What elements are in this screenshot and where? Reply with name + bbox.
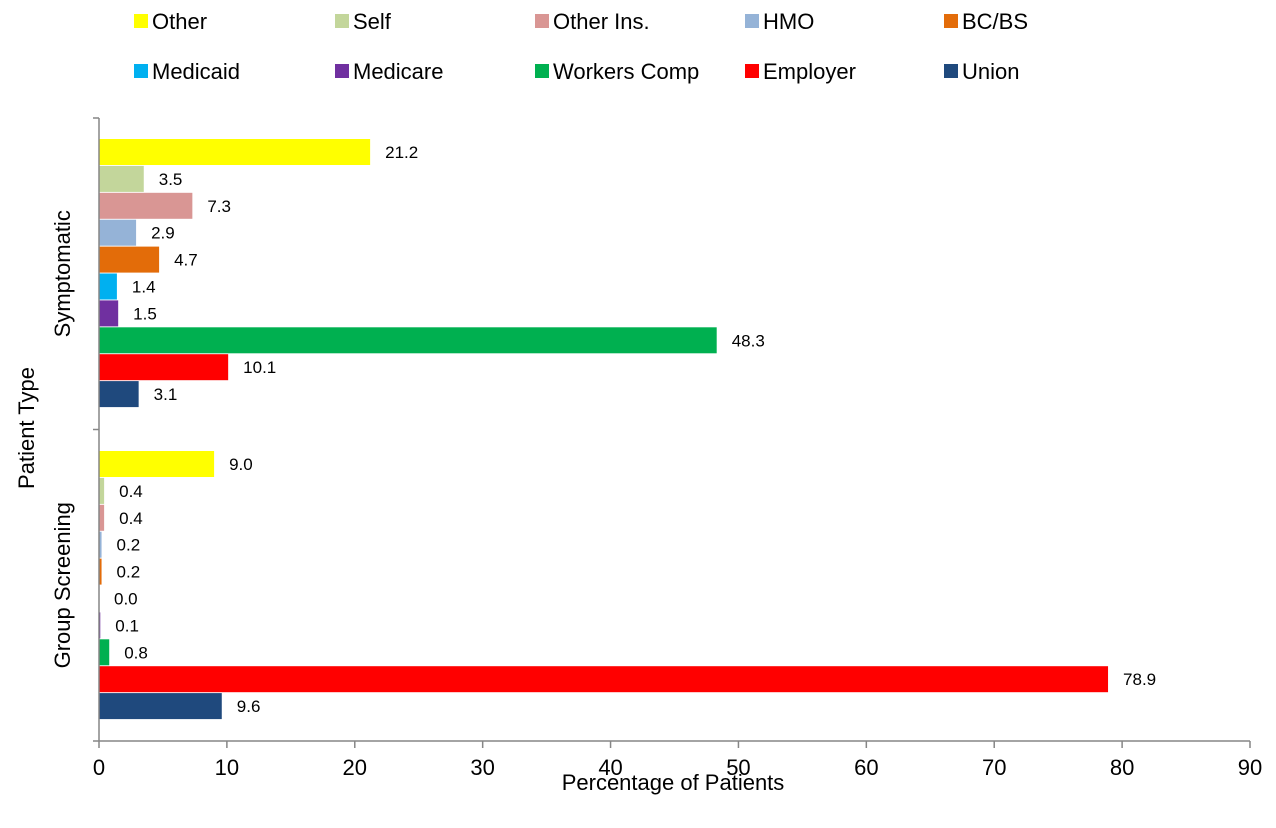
legend-label-bc-bs: BC/BS <box>962 9 1028 34</box>
x-tick-label-80: 80 <box>1110 755 1134 780</box>
legend-item-workers-comp: Workers Comp <box>535 59 699 84</box>
bar-symptomatic-other-ins <box>99 192 193 219</box>
data-label-symptomatic-other: 21.2 <box>385 143 418 162</box>
data-label-symptomatic-medicaid: 1.4 <box>132 278 156 297</box>
data-label-group-screening-self: 0.4 <box>119 482 143 501</box>
x-tick-label-70: 70 <box>982 755 1006 780</box>
bars: 21.2 3.5 7.3 2.9 4.7 1.4 1.5 48.3 10.1 3.1 9.0 0.4 0… <box>99 139 1156 720</box>
data-label-symptomatic-union: 3.1 <box>154 385 178 404</box>
legend-item-other: Other <box>134 9 207 34</box>
legend-label-workers-comp: Workers Comp <box>553 59 699 84</box>
data-label-symptomatic-bc-bs: 4.7 <box>174 251 198 270</box>
bar-symptomatic-employer <box>99 354 229 381</box>
legend-swatch-other-ins <box>535 14 549 28</box>
bar-symptomatic-other <box>99 139 371 165</box>
legend-label-medicare: Medicare <box>353 59 443 84</box>
data-label-group-screening-employer: 78.9 <box>1123 670 1156 689</box>
bar-symptomatic-self <box>99 165 144 192</box>
legend-item-medicare: Medicare <box>335 59 443 84</box>
bar-symptomatic-hmo <box>99 219 137 246</box>
data-label-symptomatic-medicare: 1.5 <box>133 304 157 323</box>
data-label-group-screening-bc-bs: 0.2 <box>117 563 141 582</box>
data-label-group-screening-medicare: 0.1 <box>115 616 139 635</box>
legend-item-self: Self <box>335 9 392 34</box>
data-label-group-screening-workers-comp: 0.8 <box>124 643 148 662</box>
x-tick-label-0: 0 <box>93 755 105 780</box>
data-label-symptomatic-workers-comp: 48.3 <box>732 331 765 350</box>
bar-group-screening-other <box>99 451 215 477</box>
legend-swatch-bc-bs <box>944 14 958 28</box>
x-tick-label-30: 30 <box>470 755 494 780</box>
bar-symptomatic-medicare <box>99 300 119 327</box>
bar-group-screening-hmo <box>99 531 102 558</box>
data-label-symptomatic-other-ins: 7.3 <box>207 197 231 216</box>
x-tick-label-40: 40 <box>598 755 622 780</box>
legend-item-bc-bs: BC/BS <box>944 9 1028 34</box>
legend: Other Self Other Ins. HMO BC/BS Medicaid Medic… <box>134 9 1028 84</box>
bar-symptomatic-union <box>99 381 139 408</box>
legend-item-other-ins: Other Ins. <box>535 9 650 34</box>
bar-group-screening-workers-comp <box>99 639 110 666</box>
data-label-group-screening-union: 9.6 <box>237 697 261 716</box>
legend-label-self: Self <box>353 9 392 34</box>
data-label-symptomatic-employer: 10.1 <box>243 358 276 377</box>
bar-group-screening-other-ins <box>99 504 105 531</box>
data-label-group-screening-other-ins: 0.4 <box>119 509 143 528</box>
legend-swatch-medicare <box>335 64 349 78</box>
bar-group-screening-union <box>99 693 222 720</box>
legend-label-other: Other <box>152 9 207 34</box>
y-axis-title: Patient Type <box>14 367 39 489</box>
x-axis-title: Percentage of Patients <box>562 770 785 795</box>
legend-swatch-employer <box>745 64 759 78</box>
axes: 0 10 20 30 40 50 60 70 80 90 Symptomatic Group Scre… <box>50 117 1262 780</box>
x-tick-label-60: 60 <box>854 755 878 780</box>
category-label-symptomatic: Symptomatic <box>50 210 75 337</box>
bar-symptomatic-bc-bs <box>99 246 160 273</box>
legend-swatch-workers-comp <box>535 64 549 78</box>
x-tick-label-90: 90 <box>1238 755 1262 780</box>
x-tick-label-50: 50 <box>726 755 750 780</box>
legend-swatch-union <box>944 64 958 78</box>
legend-swatch-self <box>335 14 349 28</box>
bar-group-symptomatic: 21.2 3.5 7.3 2.9 4.7 1.4 1.5 48.3 10.1 3.1 <box>99 139 765 408</box>
data-label-symptomatic-hmo: 2.9 <box>151 224 175 243</box>
legend-item-union: Union <box>944 59 1019 84</box>
bar-group-screening-self <box>99 477 105 504</box>
category-label-group-screening: Group Screening <box>50 502 75 668</box>
x-tick-label-10: 10 <box>215 755 239 780</box>
bar-symptomatic-medicaid <box>99 273 117 300</box>
legend-label-medicaid: Medicaid <box>152 59 240 84</box>
legend-swatch-medicaid <box>134 64 148 78</box>
data-label-group-screening-other: 9.0 <box>229 455 253 474</box>
legend-item-employer: Employer <box>745 59 856 84</box>
bar-symptomatic-workers-comp <box>99 327 717 354</box>
bar-group-screening-employer <box>99 666 1109 693</box>
x-tick-label-20: 20 <box>343 755 367 780</box>
legend-swatch-other <box>134 14 148 28</box>
legend-item-hmo: HMO <box>745 9 814 34</box>
data-label-symptomatic-self: 3.5 <box>159 170 183 189</box>
legend-item-medicaid: Medicaid <box>134 59 240 84</box>
legend-label-employer: Employer <box>763 59 856 84</box>
legend-label-hmo: HMO <box>763 9 814 34</box>
data-label-group-screening-hmo: 0.2 <box>117 536 141 555</box>
legend-swatch-hmo <box>745 14 759 28</box>
bar-group-screening-bc-bs <box>99 558 102 585</box>
legend-label-other-ins: Other Ins. <box>553 9 650 34</box>
legend-label-union: Union <box>962 59 1019 84</box>
bar-group-group-screening: 9.0 0.4 0.4 0.2 0.2 0.0 0.1 0.8 78.9 9.6 <box>99 451 1156 720</box>
data-label-group-screening-medicaid: 0.0 <box>114 590 138 609</box>
